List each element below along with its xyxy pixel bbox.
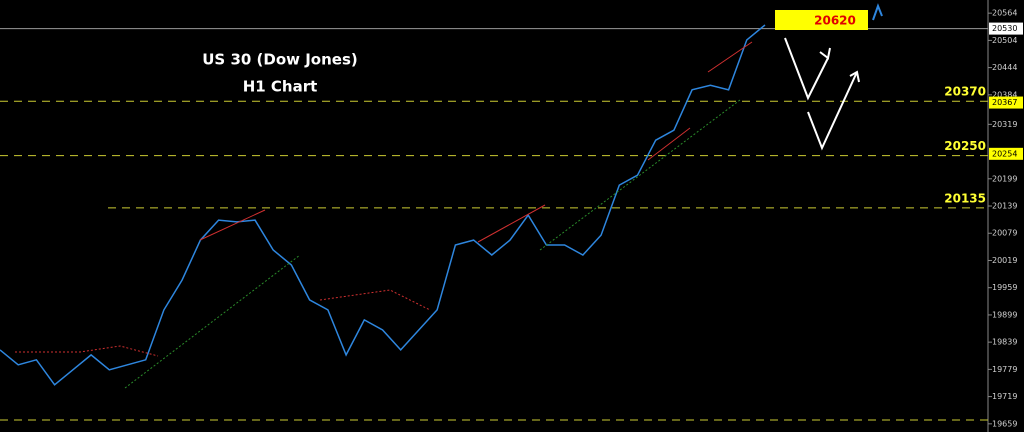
current-price-label: 20530 <box>992 24 1017 33</box>
y-tick-label: 20444 <box>992 63 1017 72</box>
y-tick-label: 19779 <box>992 365 1017 374</box>
level-label: 20370 <box>944 85 986 99</box>
y-tick-label: 20079 <box>992 229 1017 238</box>
level-label: 20250 <box>944 139 986 153</box>
level-box <box>989 96 1023 109</box>
y-tick-label: 19899 <box>992 310 1017 319</box>
y-tick-label: 20504 <box>992 36 1017 45</box>
chart-subtitle: H1 Chart <box>243 78 318 96</box>
y-tick-label: 20199 <box>992 174 1017 183</box>
current-price-box <box>989 22 1023 35</box>
level-box-label: 20367 <box>992 98 1017 107</box>
level-box <box>989 147 1023 160</box>
red-trend <box>15 345 159 357</box>
red-trend <box>477 204 546 243</box>
chart-title: US 30 (Dow Jones) <box>202 51 358 69</box>
red-trend <box>199 209 266 241</box>
arrow <box>807 71 858 151</box>
price-line <box>0 24 766 386</box>
plot: 19659 19719 19779 19839 19899 19959 20019 20079… <box>0 9 1023 428</box>
scenario-arrows <box>784 3 883 151</box>
arrow-head <box>849 70 860 83</box>
up-arrow <box>872 3 883 21</box>
red-trend <box>707 41 753 73</box>
y-tick-label: 19659 <box>992 419 1017 428</box>
target-label: 20620 <box>814 14 856 28</box>
arrow <box>784 37 829 101</box>
level-box-label: 20254 <box>992 149 1017 158</box>
level-label: 20135 <box>944 191 986 205</box>
y-tick-label: 19959 <box>992 283 1017 292</box>
red-trend <box>647 127 691 161</box>
red-trend <box>319 289 431 311</box>
green-trend <box>539 99 741 251</box>
arrow-head <box>819 47 831 60</box>
y-tick-label: 19719 <box>992 392 1017 401</box>
target-box <box>775 10 868 30</box>
y-tick-label: 20384 <box>992 90 1017 99</box>
y-tick-label: 19839 <box>992 338 1017 347</box>
y-tick-label: 20319 <box>992 120 1017 129</box>
green-trend <box>124 254 301 389</box>
y-tick-label: 20019 <box>992 256 1017 265</box>
y-tick-label: 20564 <box>992 9 1017 18</box>
y-tick-label: 20139 <box>992 202 1017 211</box>
trend-lines <box>15 41 753 389</box>
